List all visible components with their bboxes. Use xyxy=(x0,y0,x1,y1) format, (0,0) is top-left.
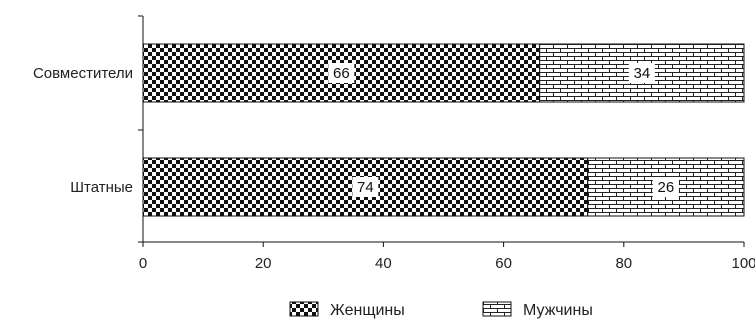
x-tick-label: 20 xyxy=(255,255,272,272)
legend-label: Женщины xyxy=(330,302,405,319)
data-label-box xyxy=(628,63,655,83)
data-label: 34 xyxy=(633,65,650,82)
data-label: 66 xyxy=(333,65,350,82)
data-label: 26 xyxy=(658,179,675,196)
x-tick-label: 0 xyxy=(139,255,147,272)
x-tick-label: 100 xyxy=(731,255,755,272)
legend-swatch xyxy=(482,301,512,317)
data-label-box xyxy=(652,177,679,197)
legend-swatch xyxy=(289,301,319,317)
x-tick-label: 40 xyxy=(375,255,392,272)
legend-label: Мужчины xyxy=(523,302,593,319)
bars xyxy=(142,43,745,217)
x-tick-label: 60 xyxy=(495,255,512,272)
category-label: Штатные xyxy=(70,179,133,196)
labels: Совместители Штатные 66 34 74 26 xyxy=(33,63,679,197)
x-tick-label: 80 xyxy=(615,255,632,272)
legend: Женщины Мужчины xyxy=(289,301,593,319)
axes: 0 20 40 60 80 100 xyxy=(138,15,755,272)
data-label-box xyxy=(328,63,355,83)
data-label: 74 xyxy=(357,179,374,196)
bar-segment xyxy=(587,157,745,217)
data-label-box xyxy=(352,177,379,197)
category-label: Совместители xyxy=(33,65,133,82)
